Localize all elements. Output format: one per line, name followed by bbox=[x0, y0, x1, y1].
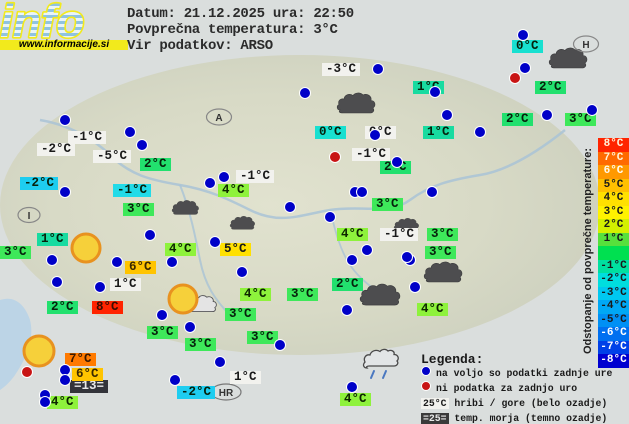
svg-text:H: H bbox=[582, 40, 589, 51]
svg-text:HR: HR bbox=[219, 388, 234, 399]
svg-text:I: I bbox=[28, 211, 31, 222]
svg-text:A: A bbox=[215, 113, 222, 124]
